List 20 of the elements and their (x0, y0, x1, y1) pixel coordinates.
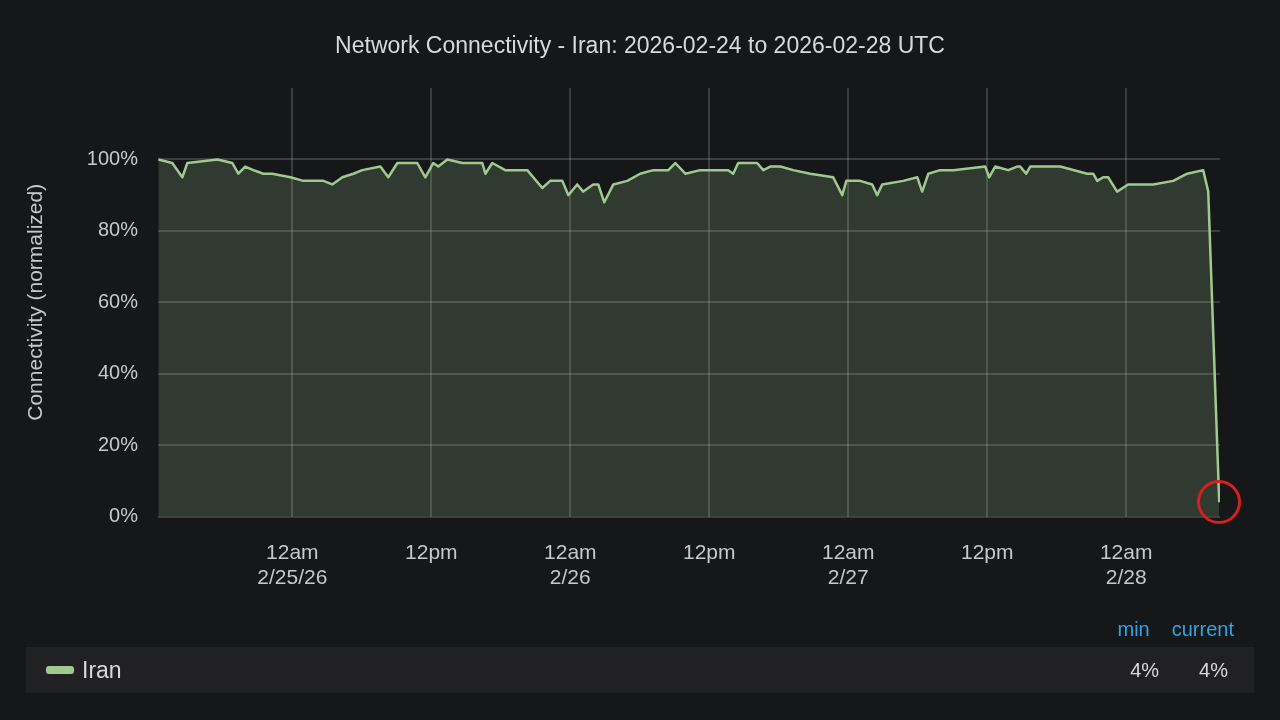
text: min (1117, 618, 1150, 641)
text: 4% (1199, 658, 1228, 682)
x-tick-label: 12am 2/26 (544, 540, 597, 589)
x-tick-label: 12pm (405, 540, 458, 563)
y-tick-label: 0% (109, 504, 139, 527)
legend-label: Iran (82, 656, 122, 684)
y-tick-label: 80% (97, 218, 139, 241)
y-tick-label: 100% (86, 146, 139, 169)
x-tick-label: 12pm (960, 540, 1014, 563)
y-tick-label: 60% (97, 289, 139, 312)
x-tick-label: 12am 2/25/26 (257, 540, 328, 589)
chart-title: Network Connectivity - Iran: 2026-02-24 to 2026-02-28 UTC (335, 32, 945, 59)
y-tick-label: 40% (97, 361, 139, 384)
x-tick-label: 12am 2/27 (821, 540, 875, 589)
text: current (1171, 618, 1234, 641)
y-tick-label: 20% (97, 432, 139, 455)
y-axis-title: Connectivity (normalized) (23, 183, 47, 421)
text: 4% (1130, 658, 1160, 682)
x-tick-label: 12pm (683, 540, 736, 563)
x-tick-label: 12am 2/28 (1099, 540, 1153, 589)
